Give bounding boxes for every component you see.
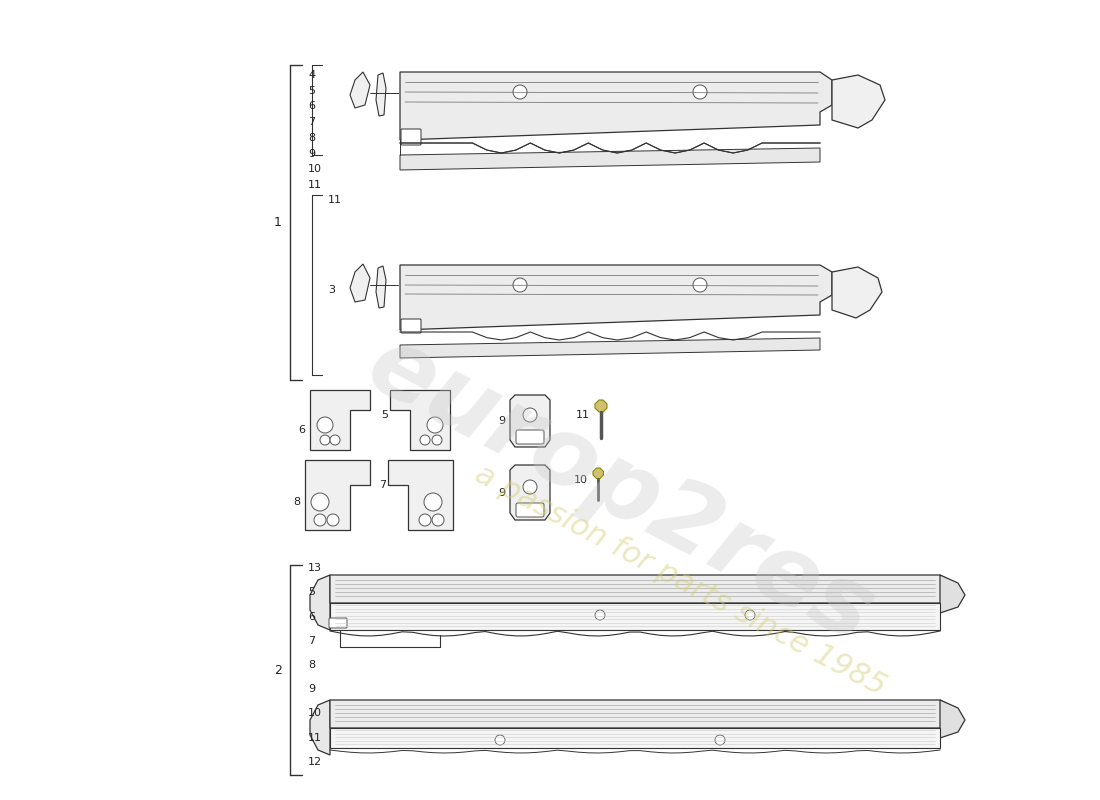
Polygon shape	[400, 148, 820, 170]
Polygon shape	[593, 468, 604, 478]
Circle shape	[419, 514, 431, 526]
Text: 8: 8	[308, 133, 315, 143]
Polygon shape	[832, 267, 882, 318]
Text: 11: 11	[328, 195, 342, 205]
Text: a passion for parts since 1985: a passion for parts since 1985	[470, 459, 890, 701]
Text: 12: 12	[308, 757, 322, 767]
Polygon shape	[310, 390, 370, 450]
Circle shape	[715, 735, 725, 745]
Polygon shape	[330, 603, 940, 630]
FancyBboxPatch shape	[329, 618, 346, 628]
Text: 9: 9	[308, 149, 315, 158]
Circle shape	[513, 278, 527, 292]
Circle shape	[424, 493, 442, 511]
Polygon shape	[400, 265, 832, 330]
Polygon shape	[350, 264, 370, 302]
Text: 13: 13	[308, 563, 322, 573]
Polygon shape	[305, 460, 370, 530]
Polygon shape	[310, 700, 330, 755]
Text: 5: 5	[381, 410, 388, 420]
Text: 11: 11	[308, 180, 322, 190]
FancyBboxPatch shape	[402, 129, 421, 145]
Text: 10: 10	[308, 164, 322, 174]
Circle shape	[745, 610, 755, 620]
Circle shape	[427, 417, 443, 433]
FancyBboxPatch shape	[516, 430, 544, 444]
Polygon shape	[390, 390, 450, 450]
Circle shape	[693, 278, 707, 292]
Text: 6: 6	[308, 611, 315, 622]
Text: 7: 7	[378, 480, 386, 490]
Polygon shape	[940, 700, 965, 738]
Polygon shape	[510, 465, 550, 520]
Polygon shape	[400, 338, 820, 358]
Circle shape	[330, 435, 340, 445]
Text: 9: 9	[498, 488, 505, 498]
Circle shape	[522, 480, 537, 494]
Text: 9: 9	[308, 684, 315, 694]
Circle shape	[495, 735, 505, 745]
Polygon shape	[832, 75, 886, 128]
Circle shape	[317, 417, 333, 433]
Circle shape	[522, 408, 537, 422]
FancyBboxPatch shape	[402, 319, 421, 333]
Circle shape	[311, 493, 329, 511]
Circle shape	[595, 610, 605, 620]
Polygon shape	[940, 575, 965, 613]
Text: 6: 6	[298, 425, 305, 435]
Polygon shape	[388, 460, 453, 530]
Polygon shape	[330, 700, 958, 728]
Polygon shape	[350, 72, 370, 108]
Circle shape	[432, 514, 444, 526]
Circle shape	[327, 514, 339, 526]
Text: 1: 1	[274, 215, 282, 229]
Text: europ2res: europ2res	[351, 318, 889, 662]
Text: 8: 8	[293, 497, 300, 507]
Polygon shape	[376, 266, 386, 308]
Circle shape	[314, 514, 326, 526]
Polygon shape	[595, 400, 607, 412]
Text: 7: 7	[308, 636, 315, 646]
Text: 7: 7	[308, 117, 315, 127]
Polygon shape	[400, 72, 832, 140]
Polygon shape	[310, 575, 330, 630]
Text: 3: 3	[328, 285, 336, 295]
Circle shape	[432, 435, 442, 445]
Text: 5: 5	[308, 587, 315, 598]
Text: 8: 8	[308, 660, 315, 670]
Text: 11: 11	[308, 733, 322, 742]
Text: 11: 11	[576, 410, 590, 420]
Text: 2: 2	[274, 663, 282, 677]
FancyBboxPatch shape	[516, 503, 544, 517]
Circle shape	[320, 435, 330, 445]
Circle shape	[693, 85, 707, 99]
Text: 5: 5	[308, 86, 315, 96]
Text: 10: 10	[308, 709, 322, 718]
Text: 9: 9	[498, 416, 505, 426]
Text: 10: 10	[574, 475, 589, 485]
Text: 4: 4	[308, 70, 315, 80]
Circle shape	[420, 435, 430, 445]
Polygon shape	[510, 395, 550, 447]
Polygon shape	[376, 73, 386, 116]
Polygon shape	[330, 728, 940, 748]
Text: 6: 6	[308, 102, 315, 111]
Circle shape	[513, 85, 527, 99]
Polygon shape	[330, 575, 958, 603]
